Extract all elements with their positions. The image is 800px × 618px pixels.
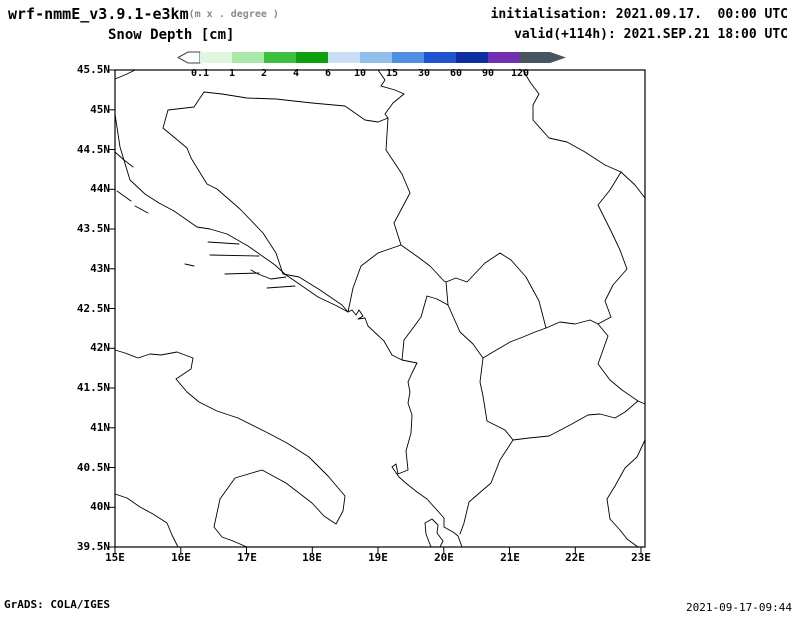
grads-credit: GrADS: COLA/IGES bbox=[4, 598, 110, 611]
border-montenegro-kosovo bbox=[445, 281, 449, 306]
border-croatia-serbia bbox=[377, 69, 405, 119]
border-albania-greece bbox=[459, 439, 514, 535]
x-axis-tick-label: 16E bbox=[171, 551, 191, 564]
border-serbia-bulgaria bbox=[597, 171, 628, 325]
border-macedonia-greece bbox=[512, 400, 639, 441]
colorbar-underflow-arrow bbox=[176, 51, 201, 64]
y-axis-tick-label: 41.5N bbox=[76, 381, 110, 394]
colorbar-tick-label: 4 bbox=[293, 68, 299, 79]
colorbar-tick-label: 2 bbox=[261, 68, 267, 79]
map-frame bbox=[114, 69, 646, 548]
border-albania-macedonia bbox=[479, 357, 514, 441]
coastline-east-adriatic bbox=[114, 113, 463, 548]
y-axis-tick-label: 42N bbox=[90, 341, 110, 354]
border-bosnia-montenegro bbox=[347, 244, 402, 313]
x-axis-tick-label: 18E bbox=[302, 551, 322, 564]
colorbar-tick-label: 0.1 bbox=[191, 68, 209, 79]
coastline-greece-aegean bbox=[606, 439, 646, 548]
colorbar-segment bbox=[328, 52, 360, 63]
coastline-italy-adriatic bbox=[114, 349, 346, 548]
colorbar-tick-label: 90 bbox=[482, 68, 494, 79]
model-title: wrf-nmmE_v3.9.1-e3km bbox=[8, 5, 189, 23]
y-axis-tick-label: 39.5N bbox=[76, 540, 110, 553]
border-croatia-bosnia bbox=[162, 91, 389, 313]
y-axis-tick-label: 43.5N bbox=[76, 222, 110, 235]
x-axis-tick-label: 15E bbox=[105, 551, 125, 564]
x-axis-tick-label: 20E bbox=[434, 551, 454, 564]
colorbar-segment bbox=[296, 52, 328, 63]
border-macedonia-bulgaria bbox=[597, 323, 646, 405]
border-serbia-macedonia bbox=[545, 319, 599, 329]
colorbar-segment bbox=[488, 52, 520, 63]
y-axis-tick-label: 42.5N bbox=[76, 302, 110, 315]
colorbar-tick-label: 60 bbox=[450, 68, 462, 79]
corfu-island bbox=[424, 518, 444, 548]
colorbar-segment bbox=[456, 52, 488, 63]
border-bosnia-serbia bbox=[385, 117, 447, 283]
x-axis-tick-label: 21E bbox=[500, 551, 520, 564]
border-kosovo-serbia bbox=[445, 252, 547, 329]
init-time-label: initialisation: 2021.09.17. 00:00 UTC bbox=[490, 7, 788, 22]
colorbar-overflow-arrow bbox=[520, 52, 566, 63]
y-axis-tick-label: 45N bbox=[90, 103, 110, 116]
colorbar-segment bbox=[264, 52, 296, 63]
y-axis-tick-label: 40.5N bbox=[76, 461, 110, 474]
colorbar-segment bbox=[232, 52, 264, 63]
units-note: (m x . degree ) bbox=[188, 9, 279, 20]
x-axis-tick-label: 17E bbox=[237, 551, 257, 564]
colorbar-tick-label: 10 bbox=[354, 68, 366, 79]
y-axis-tick-label: 45.5N bbox=[76, 63, 110, 76]
border-montenegro-albania bbox=[401, 295, 449, 361]
coastline-italy-tyrrhenian bbox=[114, 493, 179, 548]
x-axis-tick-label: 19E bbox=[368, 551, 388, 564]
colorbar-segment bbox=[200, 52, 232, 63]
x-axis-tick-label: 22E bbox=[565, 551, 585, 564]
colorbar-segment bbox=[424, 52, 456, 63]
y-axis-tick-label: 40N bbox=[90, 500, 110, 513]
colorbar-segment bbox=[360, 52, 392, 63]
generation-timestamp: 2021-09-17-09:44 bbox=[686, 601, 792, 614]
dalmatian-islands bbox=[114, 151, 296, 289]
colorbar: 0.1 1 2 4 6 10 15 30 60 90 120 bbox=[176, 51, 566, 79]
colorbar-segment bbox=[392, 52, 424, 63]
y-axis-tick-label: 43N bbox=[90, 262, 110, 275]
colorbar-tick-label: 30 bbox=[418, 68, 430, 79]
colorbar-tick-label: 15 bbox=[386, 68, 398, 79]
colorbar-tick-label: 1 bbox=[229, 68, 235, 79]
colorbar-tick-label: 120 bbox=[511, 68, 529, 79]
model-title-line: wrf-nmmE_v3.9.1-e3km(m x . degree ) bbox=[8, 5, 279, 23]
border-kosovo-albania bbox=[447, 304, 484, 359]
border-slovenia-croatia bbox=[114, 69, 136, 80]
border-serbia-romania bbox=[522, 69, 646, 199]
y-axis-tick-label: 41N bbox=[90, 421, 110, 434]
y-axis-tick-label: 44.5N bbox=[76, 143, 110, 156]
colorbar-tick-label: 6 bbox=[325, 68, 331, 79]
x-axis-tick-label: 23E bbox=[631, 551, 651, 564]
valid-time-label: valid(+114h): 2021.SEP.21 18:00 UTC bbox=[514, 27, 788, 42]
variable-title: Snow Depth [cm] bbox=[108, 27, 235, 43]
y-axis-tick-label: 44N bbox=[90, 182, 110, 195]
border-kosovo-macedonia bbox=[482, 327, 547, 359]
map-plot bbox=[108, 69, 646, 554]
